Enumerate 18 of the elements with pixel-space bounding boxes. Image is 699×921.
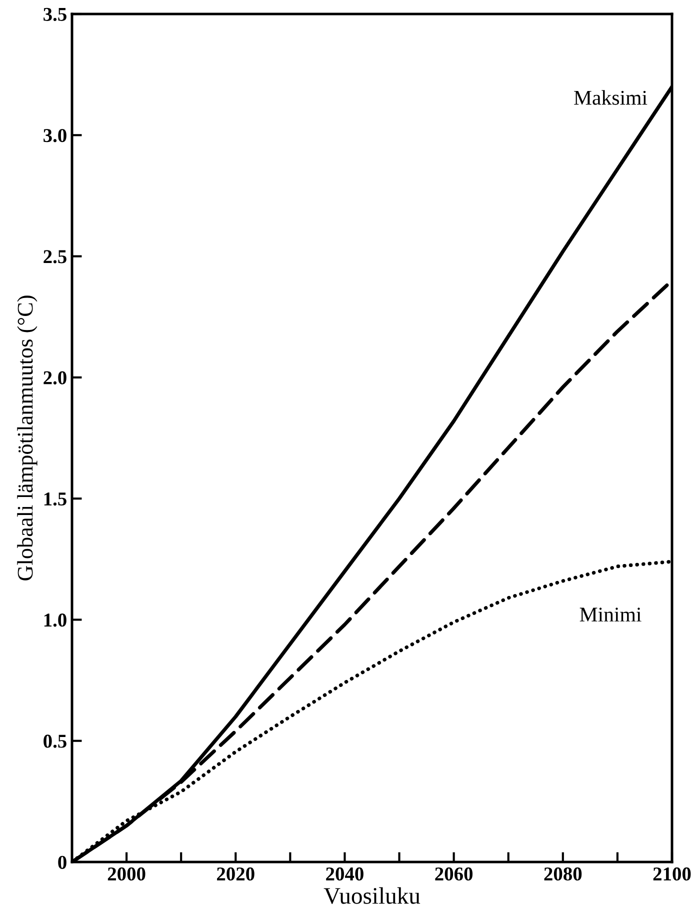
- series-label: Minimi: [580, 608, 642, 622]
- series-label: Maksimi: [574, 90, 648, 105]
- y-tick-label: 2.5: [44, 250, 66, 264]
- y-tick-label: 3.5: [44, 8, 66, 22]
- x-tick-label: 2000: [108, 867, 146, 881]
- y-tick-label: 1.5: [44, 492, 66, 506]
- y-tick-label: 0: [58, 856, 66, 869]
- y-tick-label: 0.5: [44, 734, 66, 748]
- y-tick-label: 3.0: [44, 128, 66, 142]
- y-axis-title: Globaali lämpötilanmuutos (°C): [17, 296, 38, 580]
- x-tick-label: 2040: [326, 867, 364, 881]
- x-tick-label: 2020: [217, 867, 254, 881]
- x-tick-label: 2060: [435, 867, 473, 881]
- x-tick-label: 2100: [653, 867, 691, 881]
- y-tick-label: 2.0: [44, 371, 66, 384]
- y-tick-label: 1.0: [44, 614, 66, 627]
- x-tick-label: 2080: [544, 867, 582, 881]
- x-axis-title: Vuosiluku: [324, 887, 420, 904]
